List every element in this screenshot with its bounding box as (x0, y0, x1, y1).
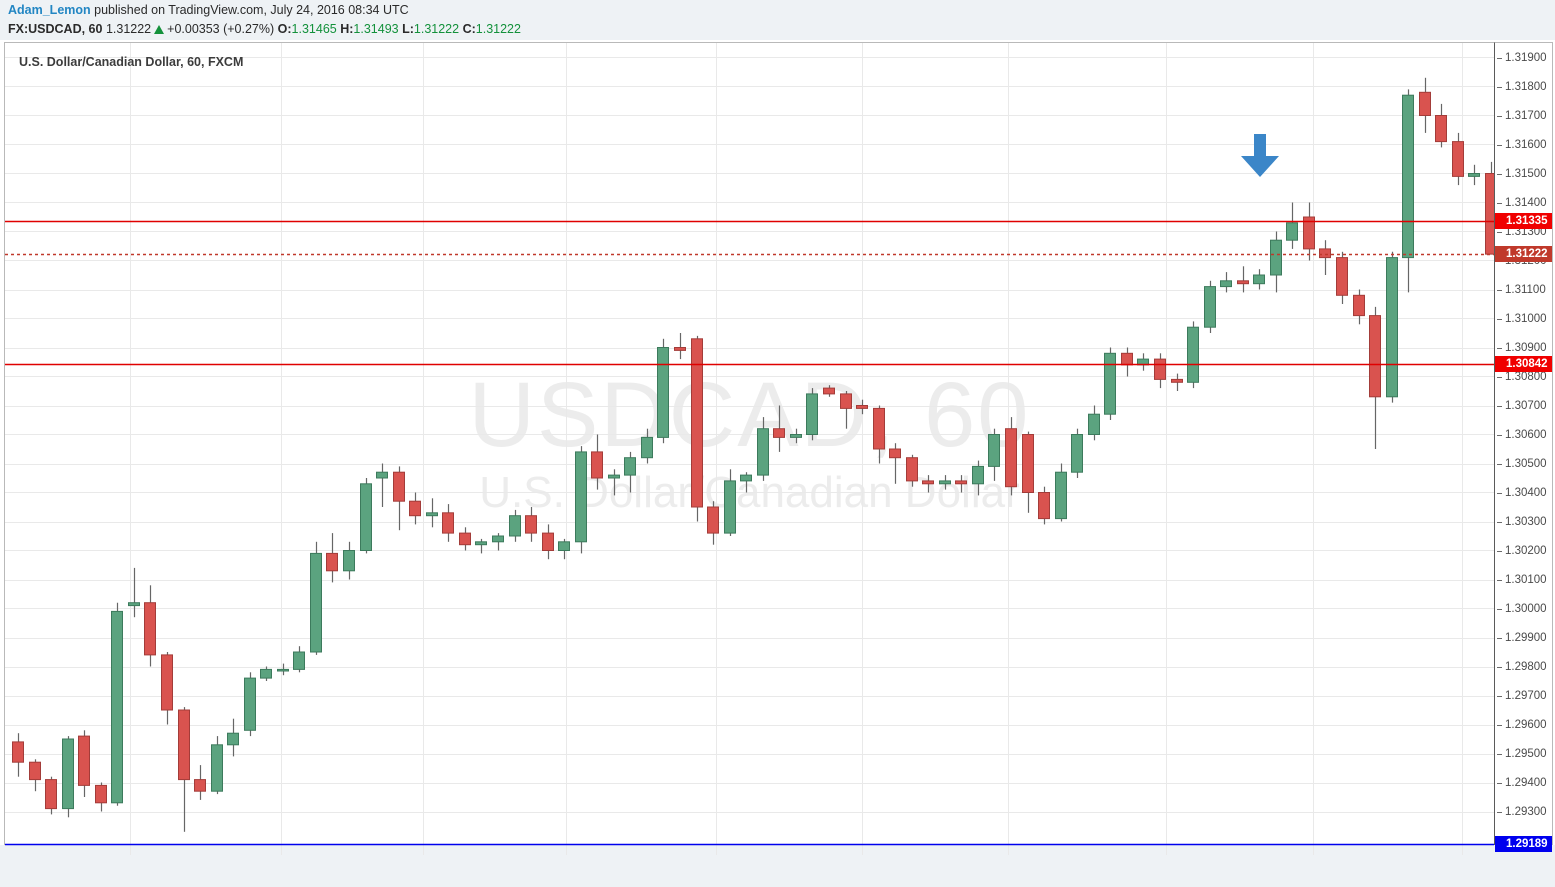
tick-mark (1497, 695, 1502, 697)
close-value: 1.31222 (475, 22, 521, 36)
tick-mark (1497, 463, 1502, 465)
publish-text: published on TradingView.com, July 24, 2… (90, 3, 409, 17)
chart-header: Adam_Lemon published on TradingView.com,… (0, 0, 1555, 40)
price-tick-label: 1.29800 (1505, 660, 1547, 673)
publish-line: Adam_Lemon published on TradingView.com,… (8, 3, 409, 17)
price-tick-label: 1.30300 (1505, 515, 1547, 528)
tick-mark (1497, 782, 1502, 784)
tick-mark (1497, 811, 1502, 813)
tick-mark (1497, 347, 1502, 349)
last-price: 1.31222 (105, 22, 152, 36)
price-axis[interactable]: 1.31900 1.31800 1.31700 1.31600 1.31500 1.314… (1494, 42, 1553, 854)
chart-legend: U.S. Dollar/Canadian Dollar, 60, FXCM (19, 55, 244, 69)
high-value: 1.31493 (353, 22, 399, 36)
price-tick-label: 1.29900 (1505, 631, 1547, 644)
price-tick-label: 1.31400 (1505, 196, 1547, 209)
change-value: +0.00353 (+0.27%) (167, 22, 275, 36)
tick-mark (1497, 86, 1502, 88)
high-key: H: (340, 22, 354, 36)
price-tick-label: 1.30600 (1505, 428, 1547, 441)
price-tick-label: 1.30000 (1505, 602, 1547, 615)
low-key: L: (402, 22, 414, 36)
chart-gridlines (5, 43, 1494, 855)
tick-mark (1497, 318, 1502, 320)
open-value: 1.31465 (291, 22, 337, 36)
tick-mark (1497, 637, 1502, 639)
close-key: C: (462, 22, 476, 36)
tick-mark (1497, 753, 1502, 755)
tick-mark (1497, 144, 1502, 146)
price-tick-label: 1.29700 (1505, 689, 1547, 702)
tick-mark (1497, 289, 1502, 291)
tick-mark (1497, 666, 1502, 668)
price-tick-label: 1.29400 (1505, 776, 1547, 789)
price-tick-label: 1.30700 (1505, 399, 1547, 412)
price-tick-label: 1.31100 (1505, 283, 1546, 296)
tick-mark (1497, 57, 1502, 59)
price-tick-label: 1.30200 (1505, 544, 1547, 557)
price-plot-area[interactable]: USDCAD, 60 U.S. Dollar/Canadian Dollar U… (4, 42, 1495, 856)
price-tick-label: 1.29500 (1505, 747, 1547, 760)
tick-mark (1497, 724, 1502, 726)
author-link[interactable]: Adam_Lemon (8, 3, 91, 17)
price-tick-label: 1.31700 (1505, 109, 1547, 122)
symbol-label[interactable]: FX:USDCAD, 60 (8, 22, 103, 36)
chart-body: USDCAD, 60 U.S. Dollar/Canadian Dollar U… (0, 40, 1555, 887)
symbol-quote-line: FX:USDCAD, 60 1.31222 +0.00353 (+0.27%) O… (8, 22, 521, 36)
open-key: O: (277, 22, 292, 36)
price-tick-label: 1.30100 (1505, 573, 1547, 586)
price-line-label-support-mid[interactable]: 1.30842 (1495, 356, 1552, 373)
low-value: 1.31222 (413, 22, 460, 36)
price-line-label-support-low[interactable]: 1.29189 (1495, 835, 1552, 852)
price-tick-label: 1.30900 (1505, 341, 1547, 354)
price-line-label-last-close[interactable]: 1.31222 (1495, 246, 1552, 263)
price-tick-label: 1.30800 (1505, 370, 1547, 383)
tick-mark (1497, 231, 1502, 233)
tick-mark (1497, 608, 1502, 610)
price-lines-overlay (5, 220, 1494, 846)
page-background-bottom (0, 845, 1555, 887)
tick-mark (1497, 173, 1502, 175)
price-tick-label: 1.31600 (1505, 138, 1547, 151)
price-tick-label: 1.31500 (1505, 167, 1547, 180)
price-tick-label: 1.30500 (1505, 457, 1547, 470)
tick-mark (1497, 579, 1502, 581)
price-tick-label: 1.29600 (1505, 718, 1547, 731)
tick-mark (1497, 492, 1502, 494)
price-tick-label: 1.31000 (1505, 312, 1547, 325)
tick-mark (1497, 115, 1502, 117)
tick-mark (1497, 550, 1502, 552)
price-line-label-resistance[interactable]: 1.31335 (1495, 213, 1552, 230)
tick-mark (1497, 521, 1502, 523)
price-tick-label: 1.30400 (1505, 486, 1547, 499)
price-tick-label: 1.31900 (1505, 51, 1547, 64)
tick-mark (1497, 434, 1502, 436)
candlestick-series (12, 77, 1494, 832)
tick-mark (1497, 202, 1502, 204)
arrow-down-icon (1241, 134, 1279, 178)
price-tick-label: 1.29300 (1505, 805, 1547, 818)
price-tick-label: 1.31800 (1505, 80, 1547, 93)
triangle-up-icon (154, 25, 165, 34)
tick-mark (1497, 405, 1502, 407)
tick-mark (1497, 376, 1502, 378)
